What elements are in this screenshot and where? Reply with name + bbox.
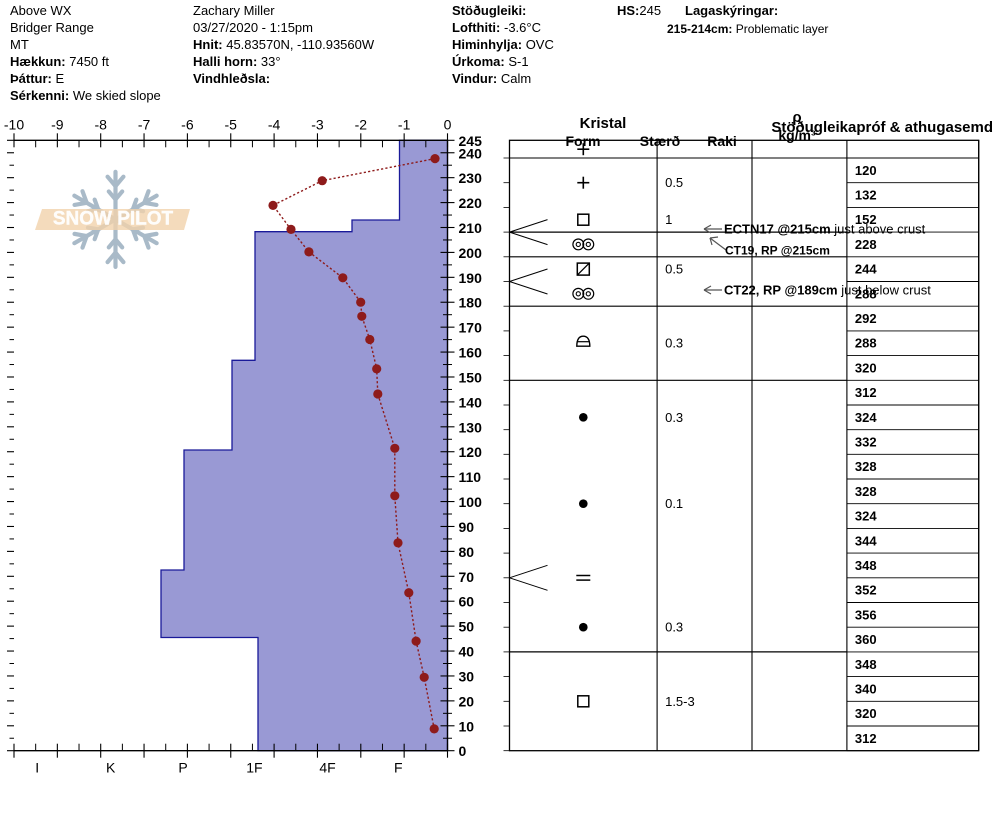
svg-text:K: K: [106, 760, 116, 776]
svg-text:0: 0: [459, 743, 467, 759]
svg-text:352: 352: [855, 583, 877, 598]
svg-text:-1: -1: [398, 116, 411, 132]
svg-text:324: 324: [855, 410, 877, 425]
svg-text:-9: -9: [51, 116, 64, 132]
svg-text:180: 180: [459, 295, 483, 311]
svg-text:220: 220: [459, 195, 483, 211]
svg-text:4F: 4F: [319, 760, 335, 776]
svg-text:-5: -5: [225, 116, 238, 132]
svg-text:1: 1: [665, 212, 672, 227]
svg-text:Stöðugleikapróf & athugasemdir: Stöðugleikapróf & athugasemdir við lag: [771, 119, 994, 136]
svg-text:324: 324: [855, 509, 877, 524]
svg-text:228: 228: [855, 237, 877, 252]
svg-text:0.3: 0.3: [665, 620, 683, 635]
svg-text:70: 70: [459, 569, 475, 585]
svg-text:348: 348: [855, 657, 877, 672]
svg-text:110: 110: [459, 469, 482, 485]
svg-text:-7: -7: [138, 116, 151, 132]
svg-text:20: 20: [459, 693, 475, 709]
svg-text:348: 348: [855, 558, 877, 573]
svg-text:312: 312: [855, 731, 877, 746]
svg-text:356: 356: [855, 607, 877, 622]
svg-text:80: 80: [459, 544, 475, 560]
svg-text:130: 130: [459, 419, 483, 435]
svg-text:120: 120: [855, 163, 877, 178]
svg-text:-6: -6: [181, 116, 194, 132]
svg-text:Stærð: Stærð: [640, 133, 680, 149]
svg-text:328: 328: [855, 459, 877, 474]
svg-text:Form: Form: [566, 133, 601, 149]
svg-text:40: 40: [459, 644, 475, 660]
svg-text:-10: -10: [4, 116, 24, 132]
svg-text:360: 360: [855, 632, 877, 647]
svg-text:P: P: [178, 760, 187, 776]
svg-text:50: 50: [459, 619, 475, 635]
svg-text:1F: 1F: [246, 760, 262, 776]
svg-text:288: 288: [855, 336, 877, 351]
svg-text:344: 344: [855, 533, 877, 548]
svg-text:100: 100: [459, 494, 483, 510]
svg-text:-8: -8: [94, 116, 107, 132]
svg-text:F: F: [394, 760, 403, 776]
svg-text:Kristal: Kristal: [580, 115, 627, 132]
svg-text:320: 320: [855, 706, 877, 721]
svg-text:120: 120: [459, 444, 483, 460]
svg-text:CT22, RP @189cm just below cr: CT22, RP @189cm just below crust: [724, 283, 931, 298]
svg-text:328: 328: [855, 484, 877, 499]
svg-text:-4: -4: [268, 116, 281, 132]
svg-text:320: 320: [855, 360, 877, 375]
svg-text:10: 10: [459, 718, 475, 734]
svg-text:245: 245: [459, 133, 483, 149]
svg-text:292: 292: [855, 311, 877, 326]
svg-text:0.5: 0.5: [665, 262, 683, 277]
svg-text:60: 60: [459, 594, 475, 610]
svg-text:312: 312: [855, 385, 877, 400]
svg-text:1.5-3: 1.5-3: [665, 694, 695, 709]
svg-text:340: 340: [855, 682, 877, 697]
svg-text:150: 150: [459, 369, 483, 385]
svg-text:SNOW PILOT: SNOW PILOT: [53, 209, 174, 230]
svg-text:I: I: [35, 760, 39, 776]
svg-text:0.3: 0.3: [665, 410, 683, 425]
svg-text:170: 170: [459, 320, 483, 336]
svg-text:210: 210: [459, 220, 483, 236]
svg-text:332: 332: [855, 435, 877, 450]
svg-text:Raki: Raki: [707, 133, 737, 149]
svg-text:ECTN17 @215cm just above crus: ECTN17 @215cm just above crust: [724, 222, 926, 237]
svg-text:30: 30: [459, 668, 475, 684]
svg-text:-3: -3: [311, 116, 324, 132]
svg-text:0.5: 0.5: [665, 175, 683, 190]
svg-text:190: 190: [459, 270, 483, 286]
svg-text:140: 140: [459, 394, 483, 410]
svg-text:0.1: 0.1: [665, 496, 683, 511]
svg-text:90: 90: [459, 519, 475, 535]
svg-text:160: 160: [459, 345, 483, 361]
svg-text:0.3: 0.3: [665, 336, 683, 351]
svg-text:0: 0: [444, 116, 452, 132]
svg-text:230: 230: [459, 170, 483, 186]
svg-text:-2: -2: [355, 116, 368, 132]
svg-text:244: 244: [855, 262, 877, 277]
svg-text:132: 132: [855, 188, 877, 203]
svg-text:200: 200: [459, 245, 483, 261]
svg-text:CT19, RP @215cm: CT19, RP @215cm: [725, 244, 830, 258]
